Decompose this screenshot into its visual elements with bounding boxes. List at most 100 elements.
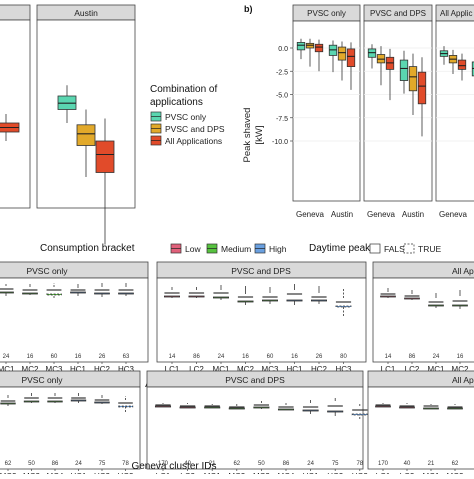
cluster2-box-3-1: [380, 288, 396, 298]
cluster2-count-1-1: 24: [3, 354, 10, 360]
xtick-b-1-1: Geneva: [296, 210, 325, 219]
cluster2-box-1-2: [22, 284, 38, 295]
ytick-label-2: -5.0: [276, 93, 288, 100]
cluster3-count-2-8: 75: [332, 461, 339, 467]
cluster2-xtick-1-2: MC2: [22, 365, 39, 374]
cluster2-xtick-1-6: HC3: [118, 365, 135, 374]
cluster3-box-2-3: [204, 404, 221, 409]
daytime-entry-false: FALSE: [384, 244, 411, 254]
cluster2-box-3-2: [404, 290, 420, 300]
daytime-swatch-false: [369, 243, 381, 254]
box-body: [164, 295, 180, 298]
cluster3-count-1-3: 86: [52, 461, 59, 467]
cluster2-count-3-4: 16: [457, 354, 464, 360]
cluster3-box-1-1: [0, 395, 16, 406]
cluster3-count-2-1: 170: [158, 461, 169, 467]
cluster3-box-2-4: [228, 404, 245, 410]
box-body: [286, 299, 303, 302]
cluster2-box-2-2: [188, 287, 205, 298]
cluster2-facet-label-2: PVSC and DPS: [231, 266, 291, 276]
consumption-legend-title: Consumption bracket: [40, 243, 135, 254]
facet-label-b-1: PVSC only: [307, 9, 346, 18]
xtick-b-2-1: Geneva: [367, 210, 396, 219]
box-body: [302, 409, 319, 412]
box-body: [337, 46, 347, 61]
cluster2-panel-2: [156, 277, 367, 363]
cluster2-box-2-8: [335, 288, 352, 316]
cluster3-count-1-1: 62: [5, 461, 12, 467]
legend-title-line1: Combination of: [150, 84, 217, 95]
daytime-legend-title: Daytime peak: [309, 243, 371, 254]
cluster2-box-1-1: [0, 284, 14, 296]
cluster3-count-2-6: 86: [283, 461, 290, 467]
cluster2-box-1-4: [70, 284, 86, 296]
cluster2-box-3-4: [452, 290, 468, 309]
cluster2-count-2-3: 24: [218, 354, 225, 360]
box-body: [188, 295, 205, 298]
cluster3-count-2-5: 50: [258, 461, 265, 467]
cluster3-count-1-2: 50: [28, 461, 35, 467]
box-body: [237, 300, 254, 303]
facet-label-austin: Austin: [74, 8, 98, 18]
cluster2-facet-label-1: PVSC only: [26, 266, 68, 276]
box-body: [375, 405, 391, 408]
xtick-b-1-2: Austin: [331, 210, 353, 219]
box-b-2-1-2: [376, 46, 386, 86]
daytime-swatch-true: [403, 243, 415, 254]
box-b-1-1-2: [305, 38, 315, 67]
cluster2-xtick-1-3: MC3: [46, 365, 63, 374]
cluster2-box-2-4: [237, 286, 254, 305]
cluster2-count-1-2: 16: [27, 354, 34, 360]
box-b-2-1-1: [367, 44, 377, 69]
ytick-label-0: 0.0: [278, 46, 288, 53]
cluster2-xtick-2-1: LC1: [165, 365, 180, 374]
box-b-2-2-2: [408, 53, 418, 115]
cluster2-count-2-2: 86: [193, 354, 200, 360]
box-body: [399, 406, 415, 409]
cluster2-xtick-3-2: LC2: [405, 365, 420, 374]
cluster3-count-1-5: 75: [99, 461, 106, 467]
legend-entry-2: PVSC and DPS: [165, 124, 225, 134]
box-b-2-2-3: [417, 57, 427, 137]
cluster2-xtick-3-3: MC1: [428, 365, 445, 374]
cluster2-xtick-2-6: HC1: [286, 365, 303, 374]
cluster3-box-2-7: [302, 400, 319, 414]
cluster2-xtick-2-2: LC2: [189, 365, 204, 374]
cluster2-xtick-3-1: LC1: [381, 365, 396, 374]
cluster2-xtick-1-4: HC1: [70, 365, 87, 374]
cluster3-facet-label-2: PVSC and DPS: [225, 375, 285, 385]
box-austin-2: [76, 109, 96, 177]
cluster3-count-1-6: 78: [122, 461, 129, 467]
box-body: [95, 140, 115, 173]
box-body: [47, 400, 63, 403]
facet-strip-a-left: [0, 4, 31, 21]
box-b-1-2-1: [328, 40, 338, 73]
daytime-entry-true: TRUE: [418, 244, 441, 254]
box-b-2-1-3: [385, 48, 395, 101]
cluster2-box-2-5: [262, 287, 278, 304]
cluster2-xtick-2-8: HC3: [335, 365, 352, 374]
ytick-label-3: -7.5: [276, 116, 288, 123]
cluster2-box-1-6: [118, 283, 134, 296]
cluster2-xtick-2-3: MC1: [213, 365, 230, 374]
box-body: [452, 304, 468, 307]
cluster3-box-1-4: [70, 393, 87, 403]
cluster2-xtick-3-4: MC2: [452, 365, 469, 374]
cluster3-box-2-1: [154, 403, 172, 408]
cluster3-count-2-4: 62: [233, 461, 240, 467]
cluster3-count-2-2: 40: [184, 461, 191, 467]
cluster3-panel-3: [367, 386, 474, 470]
box-b-2-2-1: [399, 50, 409, 94]
box-austin-1: [57, 85, 77, 123]
box-b-3-1-1: [439, 46, 449, 65]
box-body: [404, 297, 420, 300]
cluster3-facet-label-1: PVSC only: [21, 375, 63, 385]
cluster2-box-1-3: [46, 283, 62, 298]
ytick-label-1: -2.5: [276, 69, 288, 76]
cluster3-box-3-2: [399, 403, 415, 409]
legend-entry-1: PVSC only: [165, 112, 207, 122]
facet-label-b-3: All Applic: [440, 9, 472, 18]
box-body: [70, 291, 86, 294]
xtick-b-3-1: Geneva: [439, 210, 468, 219]
